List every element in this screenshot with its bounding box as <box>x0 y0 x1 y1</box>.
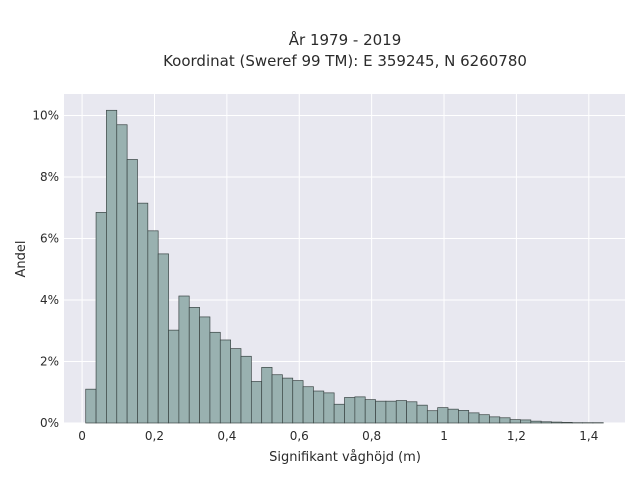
histogram-bar <box>458 410 470 424</box>
histogram-bar <box>188 307 200 424</box>
histogram-bar <box>426 410 439 424</box>
histogram-bar <box>137 202 149 424</box>
histogram-bar <box>126 159 138 424</box>
histogram-bar <box>375 400 387 424</box>
y-tick-label: 2% <box>40 355 59 369</box>
histogram-bar <box>354 396 366 424</box>
histogram-bar <box>250 381 263 424</box>
y-tick-label: 8% <box>40 170 59 184</box>
histogram-bar <box>106 109 118 424</box>
histogram-bar <box>551 421 563 424</box>
histogram-bar <box>147 230 159 424</box>
histogram-bar <box>416 404 428 424</box>
y-tick-label: 0% <box>40 416 59 430</box>
x-tick-label: 1,2 <box>507 429 526 443</box>
x-tick-label: 0,4 <box>217 429 236 443</box>
chart-title-line2: Koordinat (Sweref 99 TM): E 359245, N 62… <box>163 52 527 70</box>
histogram-bar <box>385 400 397 424</box>
histogram-bar <box>468 412 480 424</box>
histogram-bar <box>261 366 273 424</box>
x-tick-label: 0 <box>78 429 86 443</box>
histogram-bar <box>333 403 345 424</box>
x-tick-label: 1,4 <box>579 429 598 443</box>
histogram-bar <box>530 420 542 424</box>
histogram-bar <box>447 408 459 424</box>
x-axis-label: Signifikant våghöjd (m) <box>269 450 421 465</box>
histogram-bar <box>540 421 552 424</box>
histogram-bar <box>282 377 294 424</box>
x-tick-label: 0,8 <box>362 429 381 443</box>
histogram-bar <box>157 253 169 424</box>
histogram-bar <box>230 348 242 424</box>
histogram-bar <box>561 422 573 424</box>
histogram-bar <box>323 392 335 424</box>
histogram-bar <box>240 355 252 424</box>
histogram-bar <box>178 295 190 424</box>
x-tick-labels: 0 0,2 0,4 0,6 0,8 1 1,2 1,4 <box>78 429 598 443</box>
histogram-bar <box>199 316 211 424</box>
histogram-bar <box>489 416 501 424</box>
histogram-bar <box>406 401 418 424</box>
histogram-bar <box>271 374 283 424</box>
y-tick-labels: 0% 2% 4% 6% 8% 10% <box>32 109 59 430</box>
x-tick-label: 0,6 <box>290 429 309 443</box>
histogram-bar <box>116 124 128 424</box>
histogram-bar <box>437 407 449 424</box>
y-tick-label: 4% <box>40 293 59 307</box>
histogram-bar <box>209 331 221 424</box>
chart-title-line1: År 1979 - 2019 <box>289 30 402 49</box>
histogram-bar <box>520 419 532 424</box>
histogram-bars <box>85 109 604 424</box>
histogram-bar <box>85 388 97 424</box>
x-gridlines <box>81 94 590 423</box>
histogram-bar <box>509 419 521 424</box>
y-tick-label: 10% <box>32 109 59 123</box>
histogram-bar <box>499 417 511 424</box>
x-tick-label: 1 <box>440 429 448 443</box>
histogram-bar <box>95 212 107 424</box>
histogram-bar <box>344 397 356 424</box>
histogram-bar <box>302 386 314 424</box>
y-tick-label: 6% <box>40 232 59 246</box>
y-axis-label: Andel <box>14 241 29 278</box>
histogram-bar <box>364 399 376 424</box>
x-tick-label: 0,2 <box>145 429 164 443</box>
histogram-bar <box>168 329 180 424</box>
histogram-bar <box>478 414 490 424</box>
histogram-bar <box>292 380 304 424</box>
histogram-bar <box>313 390 325 424</box>
histogram-bar <box>395 400 407 424</box>
histogram-bar <box>219 339 231 424</box>
